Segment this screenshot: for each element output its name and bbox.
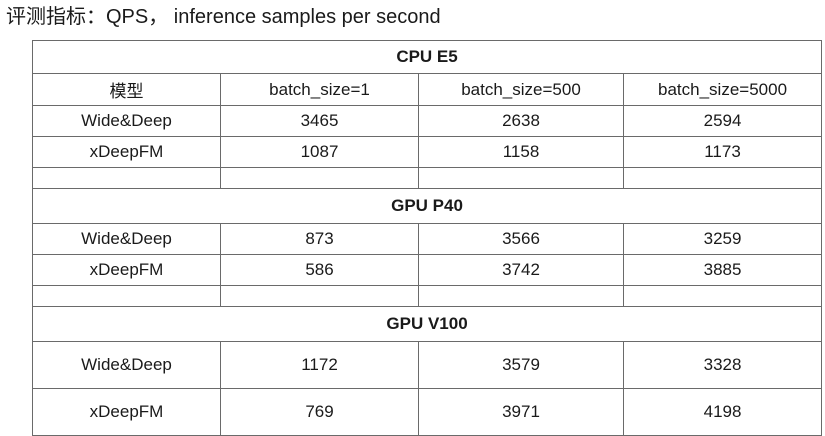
table-row: Wide&Deep 873 3566 3259 xyxy=(32,223,823,255)
column-header-batch-5000: batch_size=5000 xyxy=(622,73,823,106)
value-cell: 2594 xyxy=(622,105,823,137)
table-row: Wide&Deep 3465 2638 2594 xyxy=(32,105,823,137)
table-row: Wide&Deep 1172 3579 3328 xyxy=(32,341,823,389)
value-cell: 3566 xyxy=(418,223,624,255)
section-title-gpu-p40: GPU P40 xyxy=(31,188,823,224)
blank-cell xyxy=(32,285,221,307)
table-row: xDeepFM 586 3742 3885 xyxy=(32,254,823,286)
blank-cell xyxy=(622,285,823,307)
section-header-row: GPU V100 xyxy=(31,306,823,342)
value-cell: 586 xyxy=(220,254,419,286)
column-header-batch-1: batch_size=1 xyxy=(220,73,419,106)
value-cell: 1087 xyxy=(220,136,419,168)
page-title: 评测指标：QPS， inference samples per second xyxy=(6,6,441,28)
blank-cell xyxy=(220,167,419,189)
model-cell: xDeepFM xyxy=(32,136,221,168)
value-cell: 3885 xyxy=(622,254,823,286)
value-cell: 873 xyxy=(220,223,419,255)
blank-cell xyxy=(32,167,221,189)
qps-benchmark-table: CPU E5 模型 batch_size=1 batch_size=500 ba… xyxy=(31,40,823,436)
section-title-cpu-e5: CPU E5 xyxy=(31,40,823,74)
blank-row xyxy=(32,167,823,189)
blank-row xyxy=(32,285,823,307)
section-header-row: GPU P40 xyxy=(31,188,823,224)
table-row: xDeepFM 769 3971 4198 xyxy=(32,388,823,436)
table-row: xDeepFM 1087 1158 1173 xyxy=(32,136,823,168)
model-cell: xDeepFM xyxy=(32,254,221,286)
value-cell: 3259 xyxy=(622,223,823,255)
value-cell: 1158 xyxy=(418,136,624,168)
value-cell: 1173 xyxy=(622,136,823,168)
blank-cell xyxy=(622,167,823,189)
column-header-model: 模型 xyxy=(32,73,221,106)
model-cell: Wide&Deep xyxy=(32,223,221,255)
column-header-batch-500: batch_size=500 xyxy=(418,73,624,106)
value-cell: 4198 xyxy=(622,388,823,436)
value-cell: 3465 xyxy=(220,105,419,137)
model-cell: xDeepFM xyxy=(32,388,221,436)
value-cell: 2638 xyxy=(418,105,624,137)
value-cell: 3328 xyxy=(622,341,823,389)
model-cell: Wide&Deep xyxy=(32,105,221,137)
section-title-gpu-v100: GPU V100 xyxy=(31,306,823,342)
value-cell: 3971 xyxy=(418,388,624,436)
blank-cell xyxy=(418,167,624,189)
blank-cell xyxy=(220,285,419,307)
model-cell: Wide&Deep xyxy=(32,341,221,389)
value-cell: 769 xyxy=(220,388,419,436)
section-header-row: CPU E5 xyxy=(31,40,823,74)
column-header-row: 模型 batch_size=1 batch_size=500 batch_siz… xyxy=(32,73,823,106)
blank-cell xyxy=(418,285,624,307)
value-cell: 1172 xyxy=(220,341,419,389)
value-cell: 3742 xyxy=(418,254,624,286)
value-cell: 3579 xyxy=(418,341,624,389)
